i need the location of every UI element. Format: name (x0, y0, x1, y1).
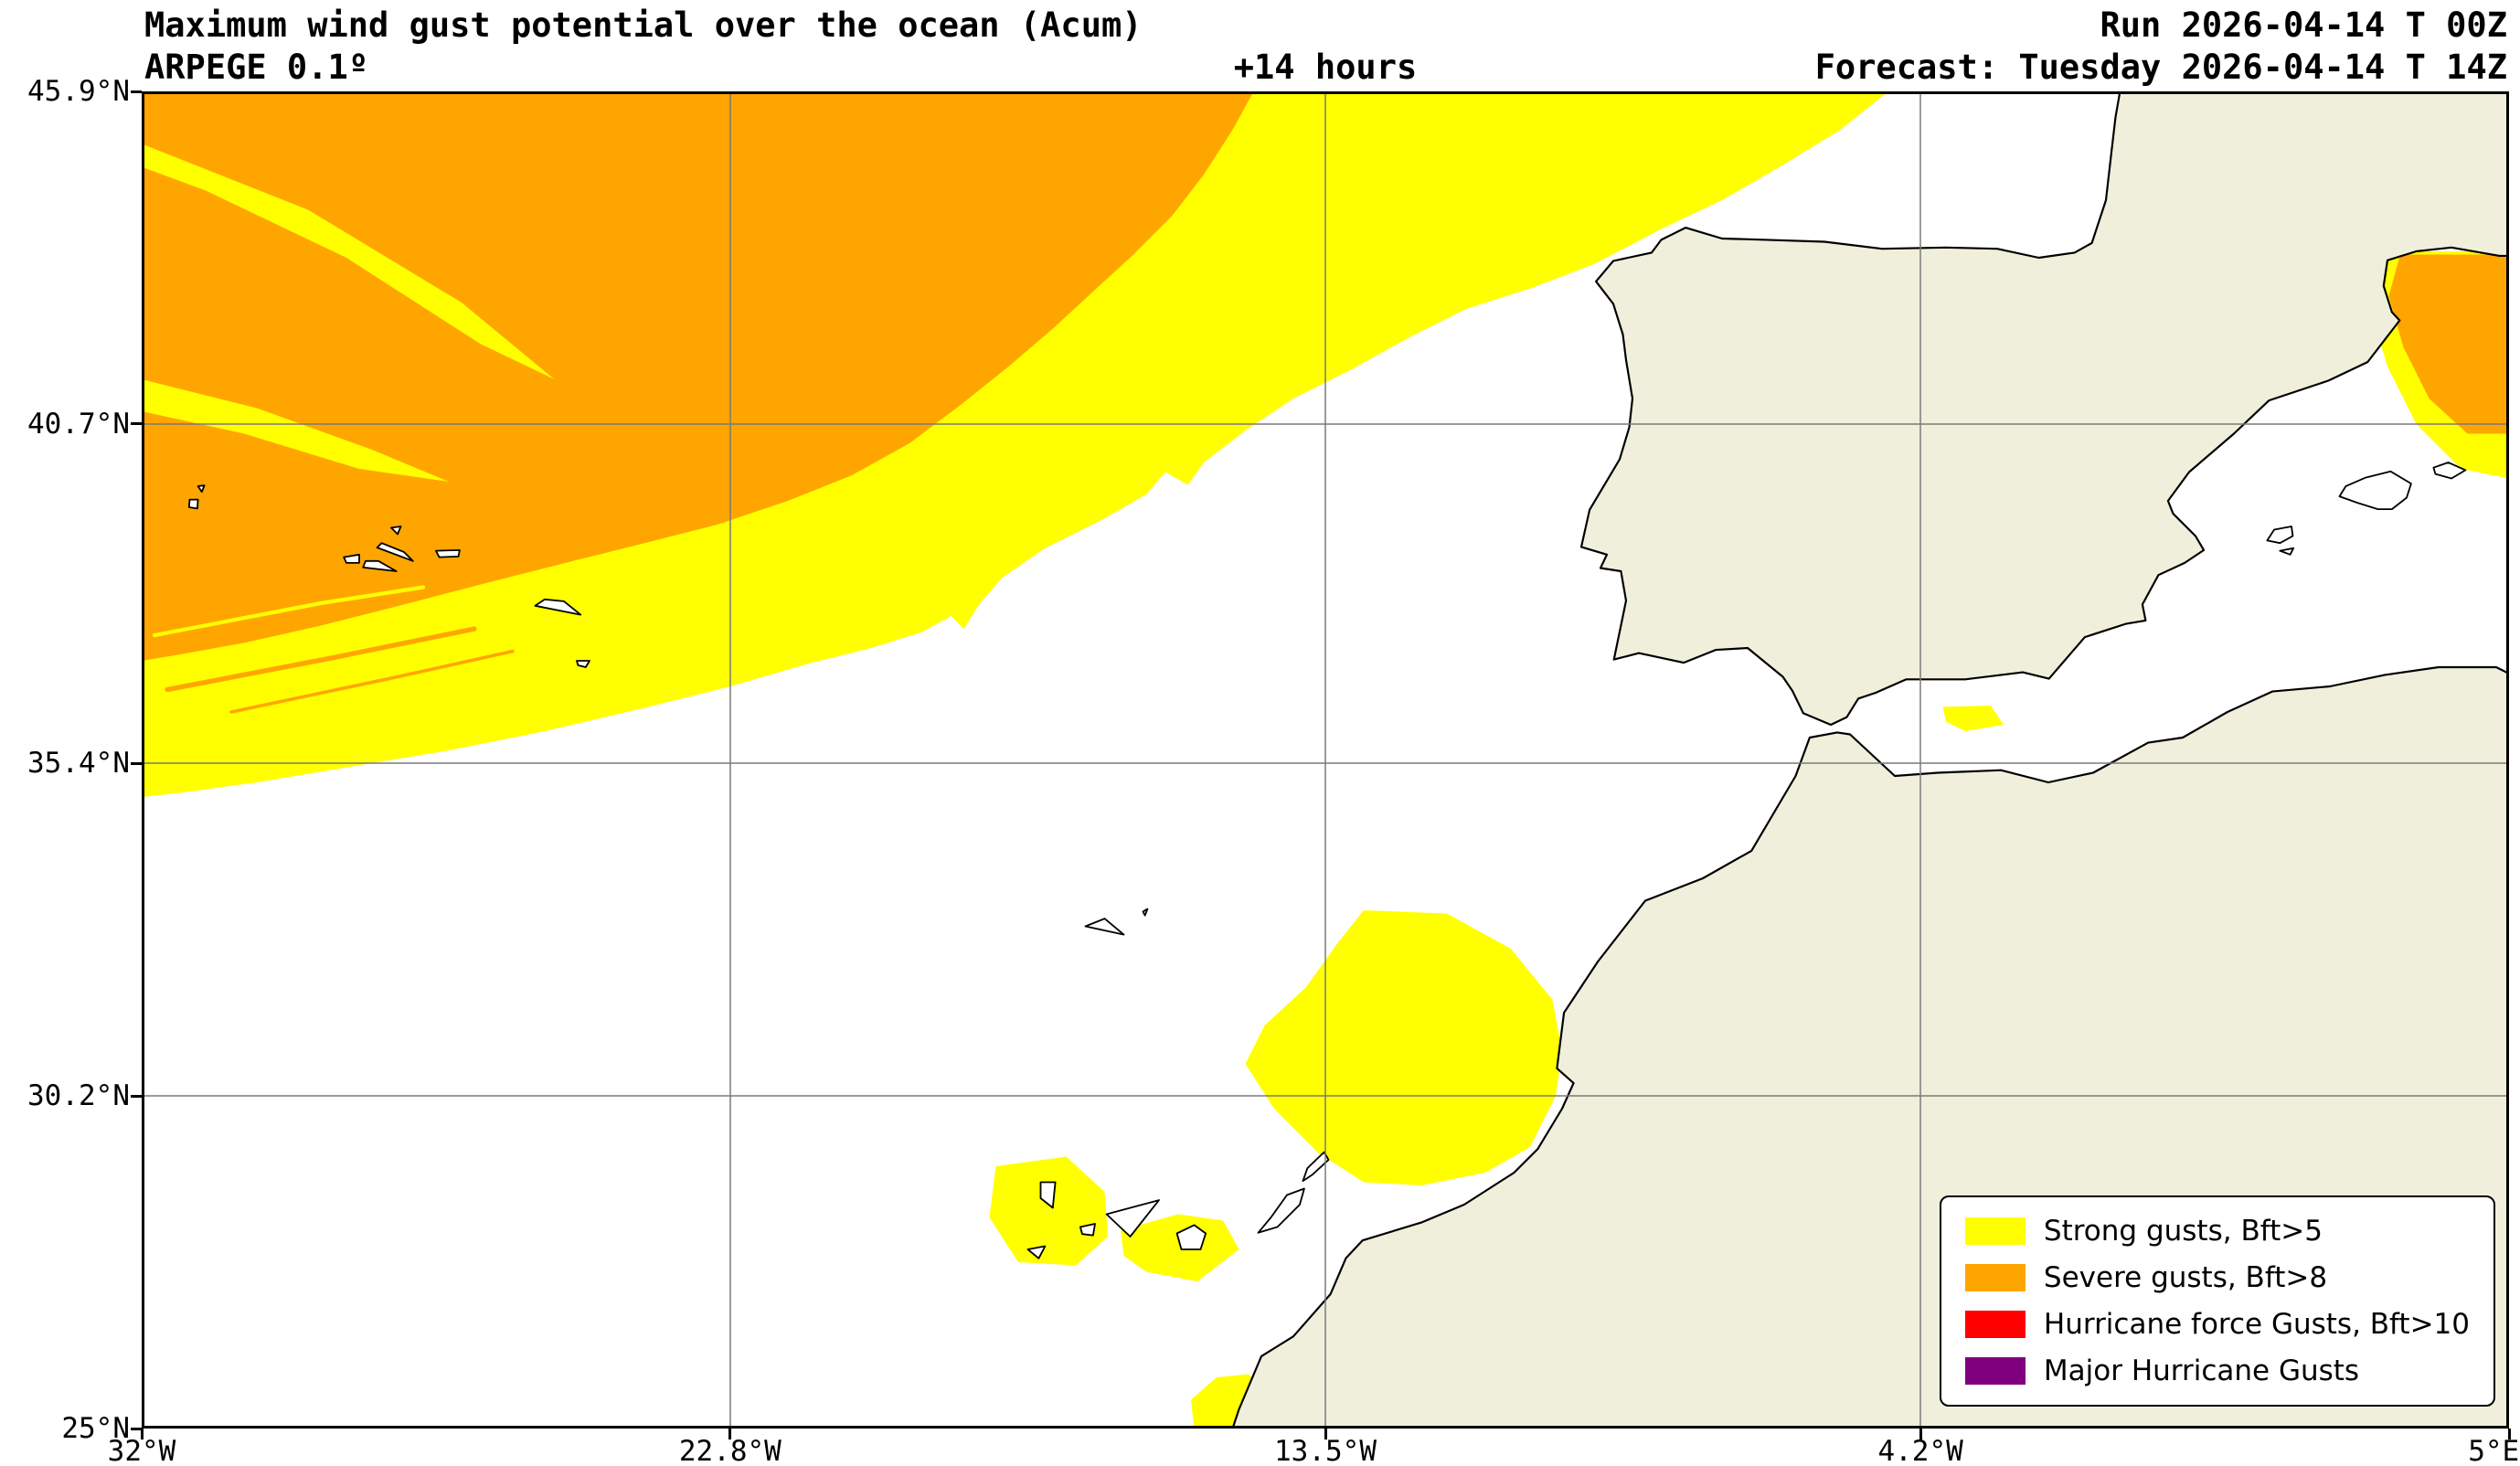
x-tick-mark (140, 1429, 144, 1439)
run-label: Run 2026-04-14 T 00Z (2100, 5, 2507, 45)
orange-streak-line-1 (165, 626, 477, 693)
legend-swatch-orange (1964, 1264, 2026, 1291)
legend-label: Hurricane force Gusts, Bft>10 (2043, 1308, 2470, 1341)
azores-islands (187, 484, 590, 668)
legend-swatch-yellow (1964, 1217, 2026, 1245)
x-tick-mark (728, 1429, 732, 1439)
severe-gust-region-gulf-of-lion (2388, 254, 2509, 434)
lead-time-label: +14 hours (1233, 48, 1418, 87)
y-tick-label: 40.7°N (27, 407, 130, 441)
x-tick-mark (1919, 1429, 1922, 1439)
islands (187, 462, 2467, 1259)
x-tick-label: 4.2°W (1877, 1435, 1963, 1466)
x-tick-label: 5°E (2468, 1435, 2520, 1466)
strong-gust-region-morocco-coast (1245, 910, 1562, 1186)
y-tick-label: 35.4°N (27, 747, 130, 780)
gust-regions (142, 91, 2509, 1429)
map-plot-area: Strong gusts, Bft>5 Severe gusts, Bft>8 Hu… (142, 91, 2509, 1429)
yellow-streak-wedge-2 (142, 379, 449, 483)
legend-label: Strong gusts, Bft>5 (2043, 1215, 2323, 1248)
x-tick-mark (1324, 1429, 1327, 1439)
strong-gust-region-canaries-south (1121, 1214, 1239, 1282)
legend-item: Severe gusts, Bft>8 (1964, 1259, 2470, 1296)
strong-gust-region-canaries-west (989, 1156, 1108, 1266)
legend-item: Hurricane force Gusts, Bft>10 (1964, 1306, 2470, 1343)
page-title: Maximum wind gust potential over the oce… (144, 5, 1143, 45)
legend-swatch-purple (1964, 1357, 2026, 1385)
model-label: ARPEGE 0.1º (144, 48, 369, 87)
legend-item: Strong gusts, Bft>5 (1964, 1213, 2470, 1249)
y-tick-mark (131, 1427, 142, 1430)
canary-islands (1026, 1151, 1330, 1259)
forecast-label: Forecast: Tuesday 2026-04-14 T 14Z (1814, 48, 2507, 87)
strong-gust-region-alboran (1942, 706, 2004, 731)
legend: Strong gusts, Bft>5 Severe gusts, Bft>8 Hu… (1939, 1195, 2495, 1407)
y-tick-mark (131, 1094, 142, 1098)
severe-gust-region-atlantic (142, 91, 1254, 662)
x-tick-mark (2507, 1429, 2511, 1439)
y-tick-mark (131, 761, 142, 765)
balearic-islands (2266, 462, 2467, 556)
madeira-islands (1084, 908, 1149, 936)
y-tick-label: 30.2°N (27, 1079, 130, 1112)
yellow-streak-line (152, 585, 426, 638)
y-tick-label: 25°N (61, 1412, 130, 1445)
x-tick-label: 32°W (107, 1435, 176, 1466)
x-tick-label: 22.8°W (678, 1435, 782, 1466)
legend-items: Strong gusts, Bft>5 Severe gusts, Bft>8 Hu… (1964, 1213, 2470, 1389)
legend-swatch-red (1964, 1311, 2026, 1338)
coastline-iberia-france (1579, 91, 2509, 727)
legend-label: Major Hurricane Gusts (2043, 1354, 2360, 1387)
legend-label: Severe gusts, Bft>8 (2043, 1261, 2328, 1294)
yellow-streak-wedge-1 (142, 143, 555, 380)
y-tick-mark (131, 90, 142, 93)
y-tick-mark (131, 422, 142, 426)
x-tick-label: 13.5°W (1274, 1435, 1377, 1466)
orange-streak-line-2 (229, 649, 515, 714)
legend-item: Major Hurricane Gusts (1964, 1353, 2470, 1389)
y-tick-label: 45.9°N (27, 75, 130, 108)
